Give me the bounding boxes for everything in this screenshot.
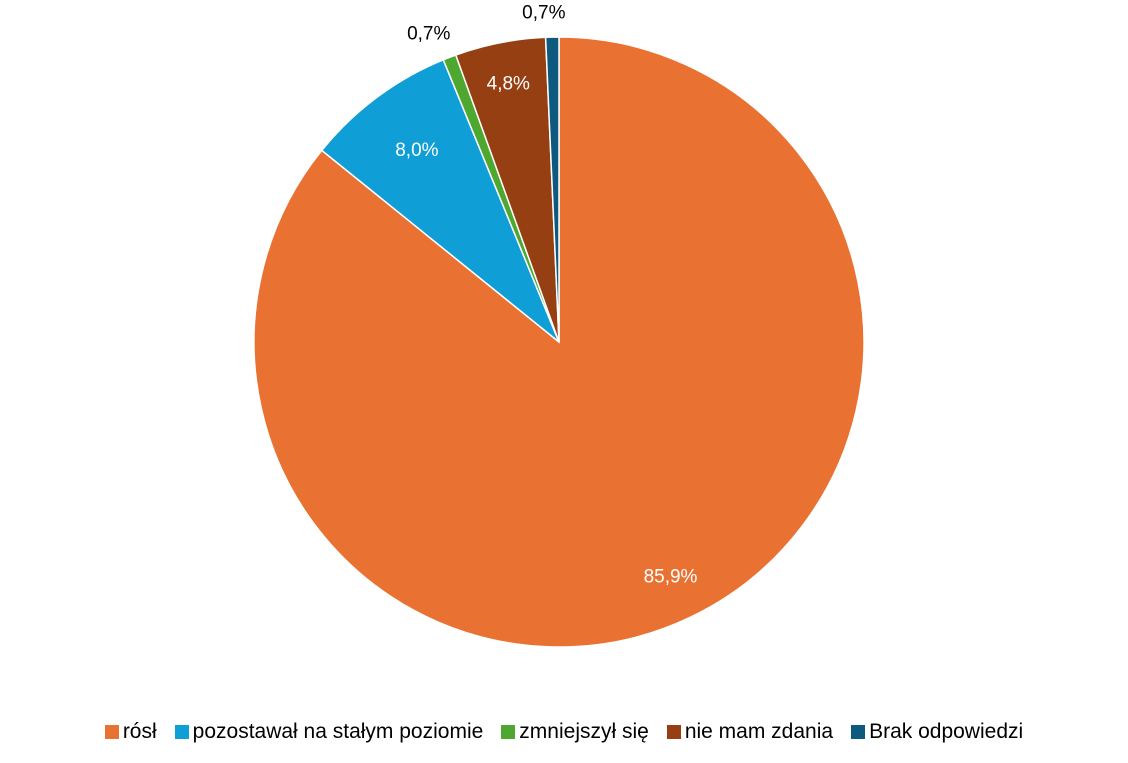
legend-swatch	[851, 725, 866, 739]
legend-item-pozostawal: pozostawał na stałym poziomie	[174, 720, 484, 744]
legend-label: nie mam zdania	[684, 720, 834, 743]
data-label: 85,9%	[644, 567, 698, 588]
legend-swatch	[174, 725, 189, 739]
legend-swatch	[501, 725, 516, 739]
legend-item-rosl: rósł	[104, 720, 157, 744]
legend-item-brak-odpowiedzi: Brak odpowiedzi	[851, 720, 1023, 744]
legend-item-nie-mam-zdania: nie mam zdania	[666, 720, 834, 744]
legend-item-zmniejszyl: zmniejszył się	[501, 720, 649, 744]
pie-slice	[544, 36, 560, 343]
legend: rósł pozostawał na stałym poziomie zmnie…	[0, 720, 1128, 744]
legend-label: Brak odpowiedzi	[869, 720, 1024, 743]
legend-label: rósł	[122, 720, 157, 743]
pie-slice	[320, 58, 560, 343]
data-label: 8,0%	[395, 140, 438, 161]
pie-labels: 85,9% 8,0% 0,7% 4,8% 0,7%	[395, 3, 697, 588]
data-label: 0,7%	[407, 24, 450, 45]
data-label: 0,7%	[522, 3, 565, 24]
pie-slices	[253, 36, 865, 648]
data-label: 4,8%	[487, 74, 530, 95]
legend-swatch	[104, 725, 119, 739]
legend-label: pozostawał na stałym poziomie	[192, 720, 484, 743]
legend-swatch	[666, 725, 681, 739]
legend-label: zmniejszył się	[519, 720, 649, 743]
